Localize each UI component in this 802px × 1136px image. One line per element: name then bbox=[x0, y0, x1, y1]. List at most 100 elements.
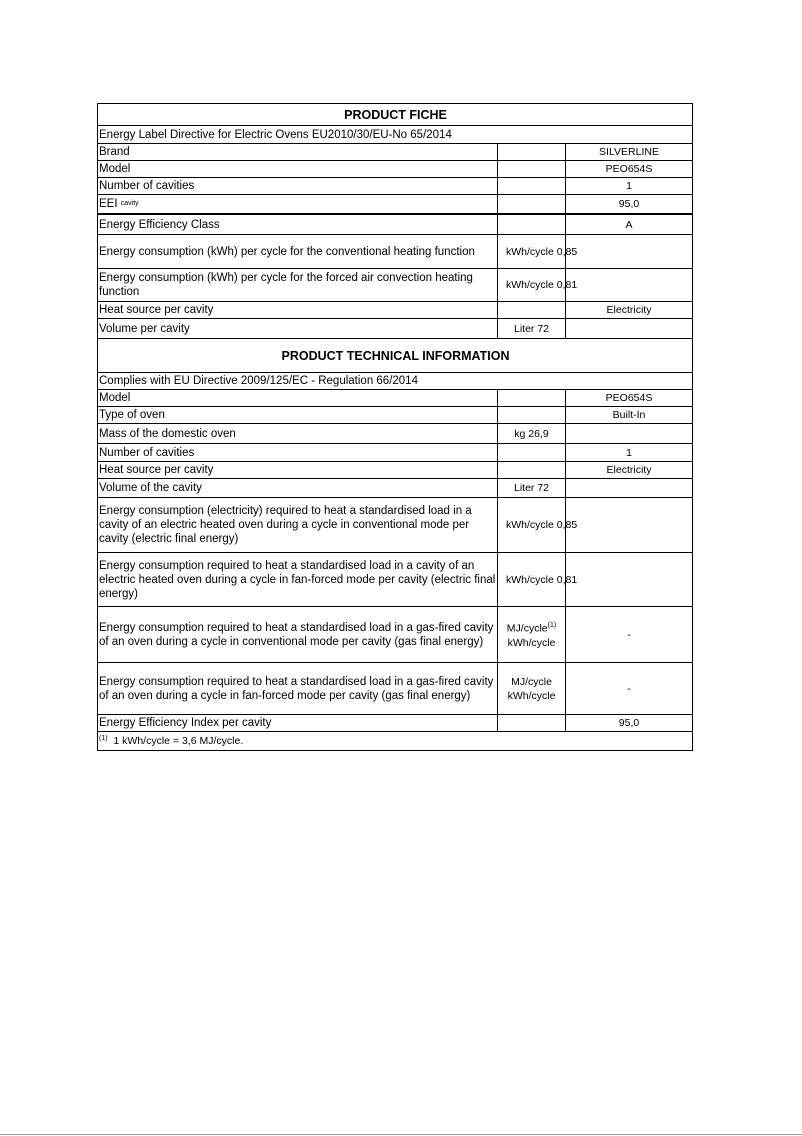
row-label: Model bbox=[99, 390, 497, 406]
table-row: Energy consumption required to heat a st… bbox=[98, 663, 692, 715]
table-row: Number of cavities 1 bbox=[98, 178, 692, 195]
row-value-text: 1 bbox=[626, 180, 632, 192]
row-label-text: Energy consumption (kWh) per cycle for t… bbox=[99, 245, 475, 258]
row-unit: kWh/cycle 0,81 bbox=[497, 269, 577, 301]
fiche-title: PRODUCT FICHE bbox=[98, 104, 692, 126]
row-label: Energy consumption (kWh) per cycle for t… bbox=[99, 269, 497, 301]
row-value: A bbox=[565, 215, 692, 234]
page-edge-divider bbox=[0, 1134, 802, 1135]
product-fiche-table: PRODUCT FICHE Energy Label Directive for … bbox=[97, 103, 693, 751]
unit-text: kWh/cycle 0,85 bbox=[506, 519, 578, 531]
row-value-text: - bbox=[627, 628, 631, 641]
row-label: Brand bbox=[99, 144, 497, 160]
row-unit: kWh/cycle 0,85 bbox=[497, 235, 577, 268]
row-value: - bbox=[565, 607, 692, 662]
row-unit bbox=[497, 144, 565, 160]
table-row: Energy consumption (electricity) require… bbox=[98, 498, 692, 553]
row-value-text: 1 bbox=[626, 446, 632, 459]
row-value-text: - bbox=[627, 682, 631, 695]
row-label-text: Number of cavities bbox=[99, 446, 195, 459]
table-row: Mass of the domestic oven kg 26,9 bbox=[98, 424, 692, 444]
row-label: Energy Efficiency Class bbox=[99, 215, 497, 234]
table-row: Energy consumption required to heat a st… bbox=[98, 553, 692, 607]
table-row: Model PEO654S bbox=[98, 161, 692, 178]
footnote-text: 1 kWh/cycle = 3,6 MJ/cycle. bbox=[113, 735, 244, 747]
row-label: Type of oven bbox=[99, 407, 497, 423]
row-value-text: PEO654S bbox=[605, 163, 653, 175]
fiche-directive-text: Energy Label Directive for Electric Oven… bbox=[99, 128, 452, 141]
row-unit bbox=[497, 178, 565, 194]
unit-text: MJ/cycle bbox=[511, 675, 552, 688]
row-value: - bbox=[565, 663, 692, 714]
row-label-text: Energy Efficiency Class bbox=[99, 218, 220, 231]
row-label: Mass of the domestic oven bbox=[99, 424, 497, 443]
row-label-text: Number of cavities bbox=[99, 180, 195, 192]
row-value-text: 95,0 bbox=[618, 717, 640, 729]
unit-text: Liter 72 bbox=[513, 482, 550, 494]
row-label: Heat source per cavity bbox=[99, 302, 497, 318]
row-value bbox=[565, 269, 692, 301]
row-label-text: EEI bbox=[99, 198, 118, 210]
row-label-text: Volume of the cavity bbox=[99, 482, 202, 494]
row-value: 95,0 bbox=[565, 195, 692, 213]
table-row: Model PEO654S bbox=[98, 390, 692, 407]
technical-directive: Complies with EU Directive 2009/125/EC -… bbox=[98, 373, 692, 390]
table-row: Heat source per cavity Electricity bbox=[98, 462, 692, 479]
row-label-text: Energy Efficiency Index per cavity bbox=[99, 717, 272, 729]
row-unit: Liter 72 bbox=[497, 319, 565, 338]
row-value-text: Built-In bbox=[612, 409, 646, 421]
table-row: Energy Efficiency Index per cavity 95,0 bbox=[98, 715, 692, 732]
row-label: Energy consumption required to heat a st… bbox=[99, 607, 497, 662]
unit-line-2: kWh/cycle bbox=[507, 636, 556, 649]
row-value: Electricity bbox=[565, 302, 692, 318]
row-label-text: Heat source per cavity bbox=[99, 304, 214, 316]
row-unit bbox=[497, 715, 565, 731]
row-unit: MJ/cycle kWh/cycle bbox=[497, 663, 565, 714]
table-row: Energy Efficiency Class A bbox=[98, 215, 692, 235]
row-value: 1 bbox=[565, 444, 692, 461]
row-value bbox=[565, 498, 692, 552]
unit-text: MJ/cycle bbox=[506, 622, 548, 635]
row-value-text: PEO654S bbox=[605, 392, 653, 404]
table-row: Number of cavities 1 bbox=[98, 444, 692, 462]
unit-text: kWh/cycle 0,85 bbox=[506, 245, 578, 258]
row-unit bbox=[497, 161, 565, 177]
unit-text: Liter 72 bbox=[513, 322, 550, 335]
table-row: Energy consumption (kWh) per cycle for t… bbox=[98, 269, 692, 302]
footnote: (1) 1 kWh/cycle = 3,6 MJ/cycle. bbox=[99, 732, 692, 750]
row-label: Energy consumption (kWh) per cycle for t… bbox=[99, 235, 497, 268]
row-label-text: Energy consumption required to heat a st… bbox=[99, 559, 496, 600]
row-value bbox=[565, 424, 692, 443]
unit-line: MJ/cycle(1) bbox=[507, 619, 556, 636]
row-label-text: Energy consumption (kWh) per cycle for t… bbox=[99, 272, 473, 298]
table-row: EEI cavity 95,0 bbox=[98, 195, 692, 215]
unit-superscript: (1) bbox=[547, 622, 557, 630]
row-value bbox=[565, 319, 692, 338]
row-unit bbox=[497, 444, 565, 461]
row-label: Energy consumption required to heat a st… bbox=[99, 553, 497, 606]
table-row: Brand SILVERLINE bbox=[98, 144, 692, 161]
row-label-text: Mass of the domestic oven bbox=[99, 427, 236, 440]
row-unit bbox=[497, 407, 565, 423]
row-value-text: SILVERLINE bbox=[599, 146, 659, 158]
row-label-text: Energy consumption required to heat a st… bbox=[99, 675, 494, 702]
technical-title: PRODUCT TECHNICAL INFORMATION bbox=[98, 339, 692, 373]
row-label-text: Model bbox=[99, 163, 131, 175]
table-row: Volume per cavity Liter 72 bbox=[98, 319, 692, 339]
row-unit bbox=[497, 195, 565, 213]
row-label: Number of cavities bbox=[99, 444, 497, 461]
row-label-text: Energy consumption required to heat a st… bbox=[99, 621, 494, 648]
row-label: Number of cavities bbox=[99, 178, 497, 194]
row-value bbox=[565, 235, 692, 268]
row-label-text: Model bbox=[99, 392, 131, 404]
row-unit bbox=[497, 462, 565, 478]
row-label: Heat source per cavity bbox=[99, 462, 497, 478]
unit-line-2: kWh/cycle bbox=[507, 689, 556, 702]
table-row: Volume of the cavity Liter 72 bbox=[98, 479, 692, 498]
fiche-title-text: PRODUCT FICHE bbox=[344, 107, 447, 122]
row-unit: kg 26,9 bbox=[497, 424, 565, 443]
row-value: SILVERLINE bbox=[565, 144, 692, 160]
row-value: PEO654S bbox=[565, 161, 692, 177]
row-label: Volume per cavity bbox=[99, 319, 497, 338]
row-label-text: Energy consumption (electricity) require… bbox=[99, 505, 472, 545]
